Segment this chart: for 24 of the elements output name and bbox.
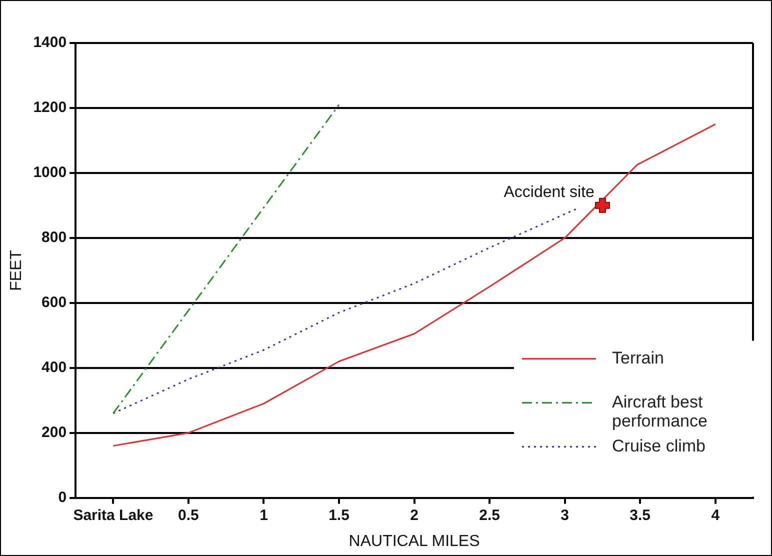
y-tick-label: 1200 [33,99,67,116]
legend-label: Aircraft best performance [612,392,708,430]
x-tick-label: 3 [560,506,569,524]
y-tick-label: 800 [42,229,67,246]
y-tick-label: 600 [42,294,67,312]
y-tick-label: 0 [58,488,67,506]
x-axis-title: NAUTICAL MILES [348,532,480,550]
annotation: Accident site [504,184,595,201]
x-tick-label: Sarita Lake [73,506,154,524]
x-tick-label: 1 [260,506,268,524]
x-tick-label: 4 [711,506,720,524]
x-tick-label: 0.5 [178,506,199,524]
legend-label: Terrain [612,348,664,368]
y-tick-label: 200 [42,424,67,441]
y-tick-label: 1000 [33,164,67,182]
line-series [112,208,578,414]
y-tick-label: 1400 [33,34,67,52]
x-tick-label: 2.5 [479,506,500,524]
x-tick-label: 2 [410,506,418,524]
y-tick-label: 400 [42,359,67,376]
y-axis-title: FEET [8,250,26,291]
x-tick-label: 3.5 [630,506,651,524]
x-tick-label: 1.5 [328,506,350,524]
legend-label: Cruise climb [612,436,706,456]
